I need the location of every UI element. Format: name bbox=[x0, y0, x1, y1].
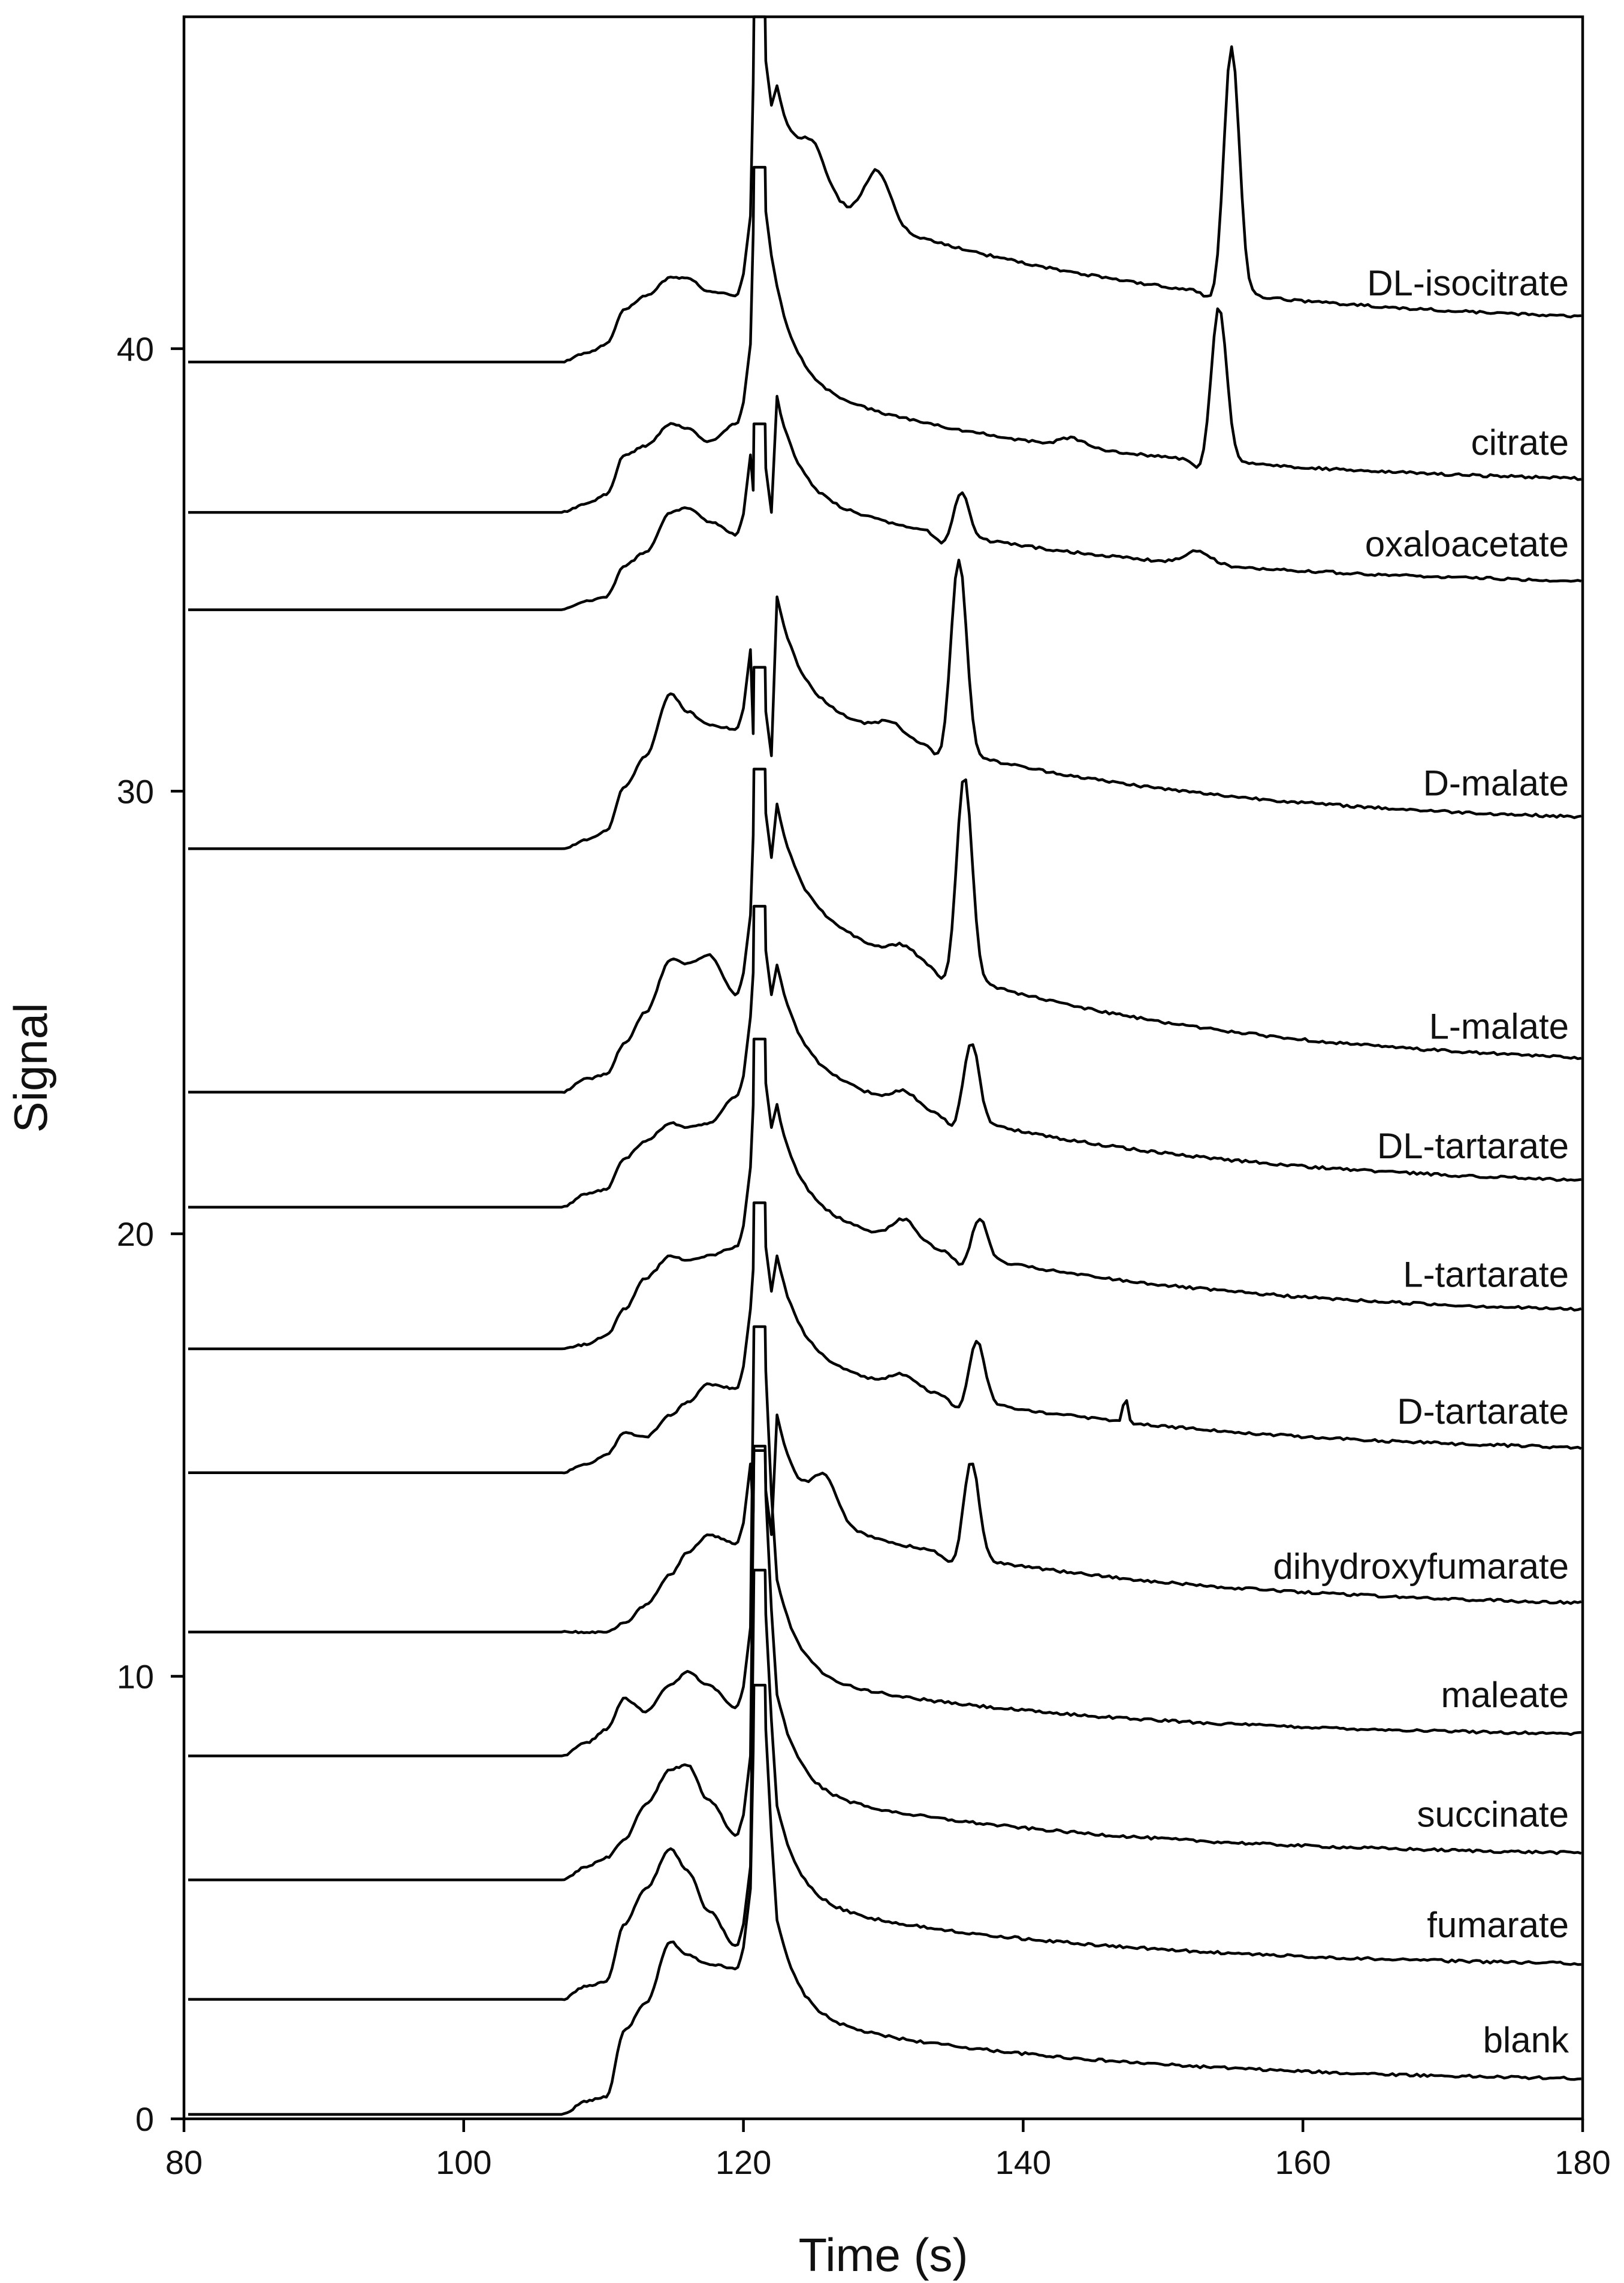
y-tick-label: 20 bbox=[117, 1215, 154, 1253]
y-tick-label: 30 bbox=[117, 772, 154, 810]
series-label: blank bbox=[1483, 2020, 1569, 2060]
y-axis-ticks: 0 10 20 30 40 bbox=[117, 330, 184, 2138]
series-label: D-malate bbox=[1423, 763, 1569, 804]
x-tick-label: 180 bbox=[1554, 2143, 1610, 2181]
y-axis-title: Signal bbox=[4, 1003, 57, 1133]
series-label: citrate bbox=[1471, 422, 1569, 463]
trace-fumarate bbox=[188, 1568, 1581, 2001]
trace-d-tartarate bbox=[188, 1201, 1582, 1475]
series-label: DL-isocitrate bbox=[1367, 263, 1569, 303]
trace-l-tartarate bbox=[188, 1037, 1582, 1351]
traces-group bbox=[188, 15, 1582, 2116]
x-tick-label: 120 bbox=[716, 2143, 771, 2181]
x-tick-label: 160 bbox=[1275, 2143, 1330, 2181]
x-tick-label: 140 bbox=[995, 2143, 1051, 2181]
y-tick-label: 40 bbox=[117, 330, 154, 368]
trace-citrate bbox=[188, 165, 1581, 514]
series-label: dihydroxyfumarate bbox=[1273, 1547, 1569, 1587]
trace-dl-tartarate bbox=[188, 905, 1582, 1209]
x-tick-label: 100 bbox=[436, 2143, 491, 2181]
series-label: L-tartarate bbox=[1403, 1254, 1569, 1294]
trace-d-malate bbox=[188, 558, 1582, 850]
series-label: DL-tartarate bbox=[1377, 1126, 1569, 1166]
series-label: L-malate bbox=[1429, 1007, 1569, 1047]
y-tick-label: 10 bbox=[117, 1657, 154, 1695]
series-label: oxaloacetate bbox=[1365, 524, 1569, 564]
series-label: succinate bbox=[1417, 1794, 1569, 1834]
series-label: maleate bbox=[1441, 1675, 1569, 1715]
series-label: fumarate bbox=[1427, 1905, 1569, 1945]
y-tick-label: 0 bbox=[135, 2100, 154, 2138]
plot-frame bbox=[182, 15, 1584, 2121]
trace-blank bbox=[188, 1683, 1581, 2116]
trace-maleate bbox=[188, 1325, 1581, 1757]
series-label: D-tartarate bbox=[1397, 1391, 1569, 1432]
x-axis-title: Time (s) bbox=[798, 2228, 968, 2281]
series-labels-group: blank fumarate succinate maleate dihydroxyfu… bbox=[1273, 263, 1569, 2060]
trace-dihydroxyfumarate bbox=[188, 1413, 1582, 1635]
trace-dl-isocitrate bbox=[188, 15, 1581, 364]
trace-succinate bbox=[188, 1449, 1582, 1882]
trace-l-malate bbox=[188, 768, 1582, 1094]
trace-oxaloacetate bbox=[188, 395, 1582, 611]
x-tick-label: 80 bbox=[165, 2143, 203, 2181]
x-axis-ticks: 80 100 120 140 160 180 bbox=[165, 2119, 1611, 2181]
axes-group bbox=[182, 15, 1584, 2121]
